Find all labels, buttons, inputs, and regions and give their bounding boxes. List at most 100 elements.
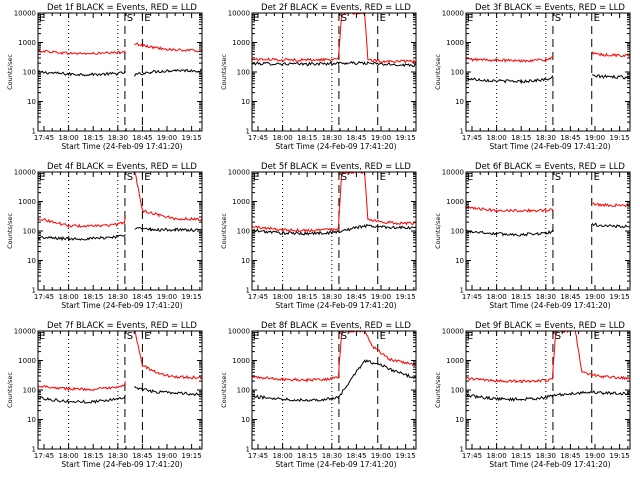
start-edge-marker: E — [39, 331, 45, 342]
chart-panel-9: Det 9f BLACK = Events, RED = LLD 1 10 100 10… — [434, 321, 631, 469]
start-edge-marker: E — [467, 13, 473, 24]
y-axis-label: Counts/sec — [434, 213, 442, 249]
x-tick-label: 18:00 — [487, 293, 507, 301]
chart-title: Det 2f BLACK = Events, RED = LLD — [261, 3, 411, 13]
x-tick-label: 19:00 — [585, 134, 605, 142]
x-tick-label: 18:00 — [59, 452, 79, 460]
y-tick-label: 1 — [246, 128, 250, 136]
y-axis-label: Counts/sec — [434, 372, 442, 408]
y-tick-label: 100 — [23, 228, 36, 236]
y-tick-label: 10 — [27, 257, 36, 265]
x-tick-label: 19:15 — [396, 452, 416, 460]
y-tick-label: 1000 — [446, 357, 464, 365]
marker-s: S — [127, 172, 133, 183]
x-tick-label: 18:45 — [346, 452, 366, 460]
x-tick-label: 17:45 — [34, 452, 54, 460]
marker-s: S — [341, 172, 347, 183]
plot-frame — [465, 330, 631, 450]
marker-s: S — [127, 13, 133, 24]
x-tick-label: 18:45 — [132, 293, 152, 301]
x-tick-label: 17:45 — [248, 134, 268, 142]
chart-title: Det 7f BLACK = Events, RED = LLD — [47, 321, 197, 331]
y-tick-label: 100 — [451, 69, 464, 77]
series-line-lld — [466, 202, 630, 213]
marker-e: E — [594, 331, 600, 342]
y-tick-label: 1 — [460, 128, 464, 136]
x-tick-label: 19:15 — [610, 293, 630, 301]
x-tick-label: 19:15 — [182, 452, 202, 460]
x-tick-label: 19:15 — [610, 452, 630, 460]
start-edge-marker: E — [253, 13, 259, 24]
x-axis-label: Start Time (24-Feb-09 17:41:20) — [61, 142, 182, 151]
y-tick-label: 10 — [241, 98, 250, 106]
series-line-events — [466, 74, 630, 85]
y-tick-label: 10000 — [442, 10, 464, 18]
x-tick-label: 18:45 — [132, 452, 152, 460]
x-tick-label: 17:45 — [248, 452, 268, 460]
x-tick-label: 19:00 — [585, 293, 605, 301]
y-tick-label: 1000 — [446, 198, 464, 206]
x-tick-label: 18:45 — [132, 134, 152, 142]
start-edge-marker: E — [467, 172, 473, 183]
x-tick-label: 18:15 — [511, 452, 531, 460]
series-line-events — [466, 222, 630, 237]
data-group — [252, 172, 416, 236]
y-axis-label: Counts/sec — [434, 54, 442, 90]
chart-title: Det 8f BLACK = Events, RED = LLD — [261, 321, 411, 331]
plot-frame — [251, 12, 417, 132]
x-tick-label: 18:15 — [511, 293, 531, 301]
chart-title: Det 5f BLACK = Events, RED = LLD — [261, 162, 411, 172]
y-axis-label: Counts/sec — [6, 54, 14, 90]
x-tick-label: 18:30 — [322, 134, 342, 142]
series-line-lld — [466, 51, 630, 63]
x-tick-label: 18:45 — [346, 134, 366, 142]
y-tick-label: 10000 — [14, 169, 36, 177]
x-tick-label: 18:15 — [83, 293, 103, 301]
x-tick-label: 17:45 — [34, 134, 54, 142]
y-axis-label: Counts/sec — [6, 372, 14, 408]
marker-e: E — [594, 172, 600, 183]
start-edge-marker: E — [253, 172, 259, 183]
series-line-events — [252, 359, 416, 403]
x-tick-label: 18:30 — [536, 452, 556, 460]
x-axis-label: Start Time (24-Feb-09 17:41:20) — [61, 301, 182, 310]
data-group — [252, 13, 416, 68]
x-tick-label: 18:45 — [560, 134, 580, 142]
chart-panel-6: Det 6f BLACK = Events, RED = LLD 1 10 100 10… — [434, 162, 631, 310]
y-tick-label: 100 — [23, 387, 36, 395]
y-tick-label: 10 — [455, 257, 464, 265]
x-tick-label: 18:30 — [322, 452, 342, 460]
plot-frame — [251, 171, 417, 291]
y-tick-label: 100 — [451, 387, 464, 395]
x-tick-label: 17:45 — [462, 452, 482, 460]
y-axis-label: Counts/sec — [6, 213, 14, 249]
y-tick-label: 1000 — [232, 357, 250, 365]
y-tick-label: 1 — [32, 287, 36, 295]
x-tick-label: 18:45 — [560, 452, 580, 460]
chart-panel-4: Det 4f BLACK = Events, RED = LLD 1 10 100 10… — [6, 162, 203, 310]
series-line-events — [252, 223, 416, 236]
plot-frame — [465, 171, 631, 291]
x-tick-label: 18:15 — [83, 452, 103, 460]
x-axis-label: Start Time (24-Feb-09 17:41:20) — [489, 142, 610, 151]
y-axis-label: Counts/sec — [220, 372, 228, 408]
marker-s: S — [127, 331, 133, 342]
series-line-lld — [38, 172, 202, 229]
chart-panel-2: Det 2f BLACK = Events, RED = LLD 1 10 100 10… — [220, 3, 417, 151]
chart-panel-5: Det 5f BLACK = Events, RED = LLD 1 10 100 10… — [220, 162, 417, 310]
x-tick-label: 18:00 — [273, 293, 293, 301]
plot-frame — [251, 330, 417, 450]
marker-s: S — [555, 331, 561, 342]
y-tick-label: 1000 — [446, 39, 464, 47]
series-line-lld — [38, 42, 202, 56]
data-group — [466, 51, 630, 85]
x-tick-label: 18:15 — [83, 134, 103, 142]
marker-e: E — [144, 13, 150, 24]
series-line-events — [38, 226, 202, 242]
x-tick-label: 18:30 — [322, 293, 342, 301]
series-line-events — [252, 60, 416, 68]
chart-panel-3: Det 3f BLACK = Events, RED = LLD 1 10 100 10… — [434, 3, 631, 151]
marker-s: S — [555, 13, 561, 24]
chart-panel-8: Det 8f BLACK = Events, RED = LLD 1 10 100 10… — [220, 321, 417, 469]
x-tick-label: 19:15 — [182, 134, 202, 142]
